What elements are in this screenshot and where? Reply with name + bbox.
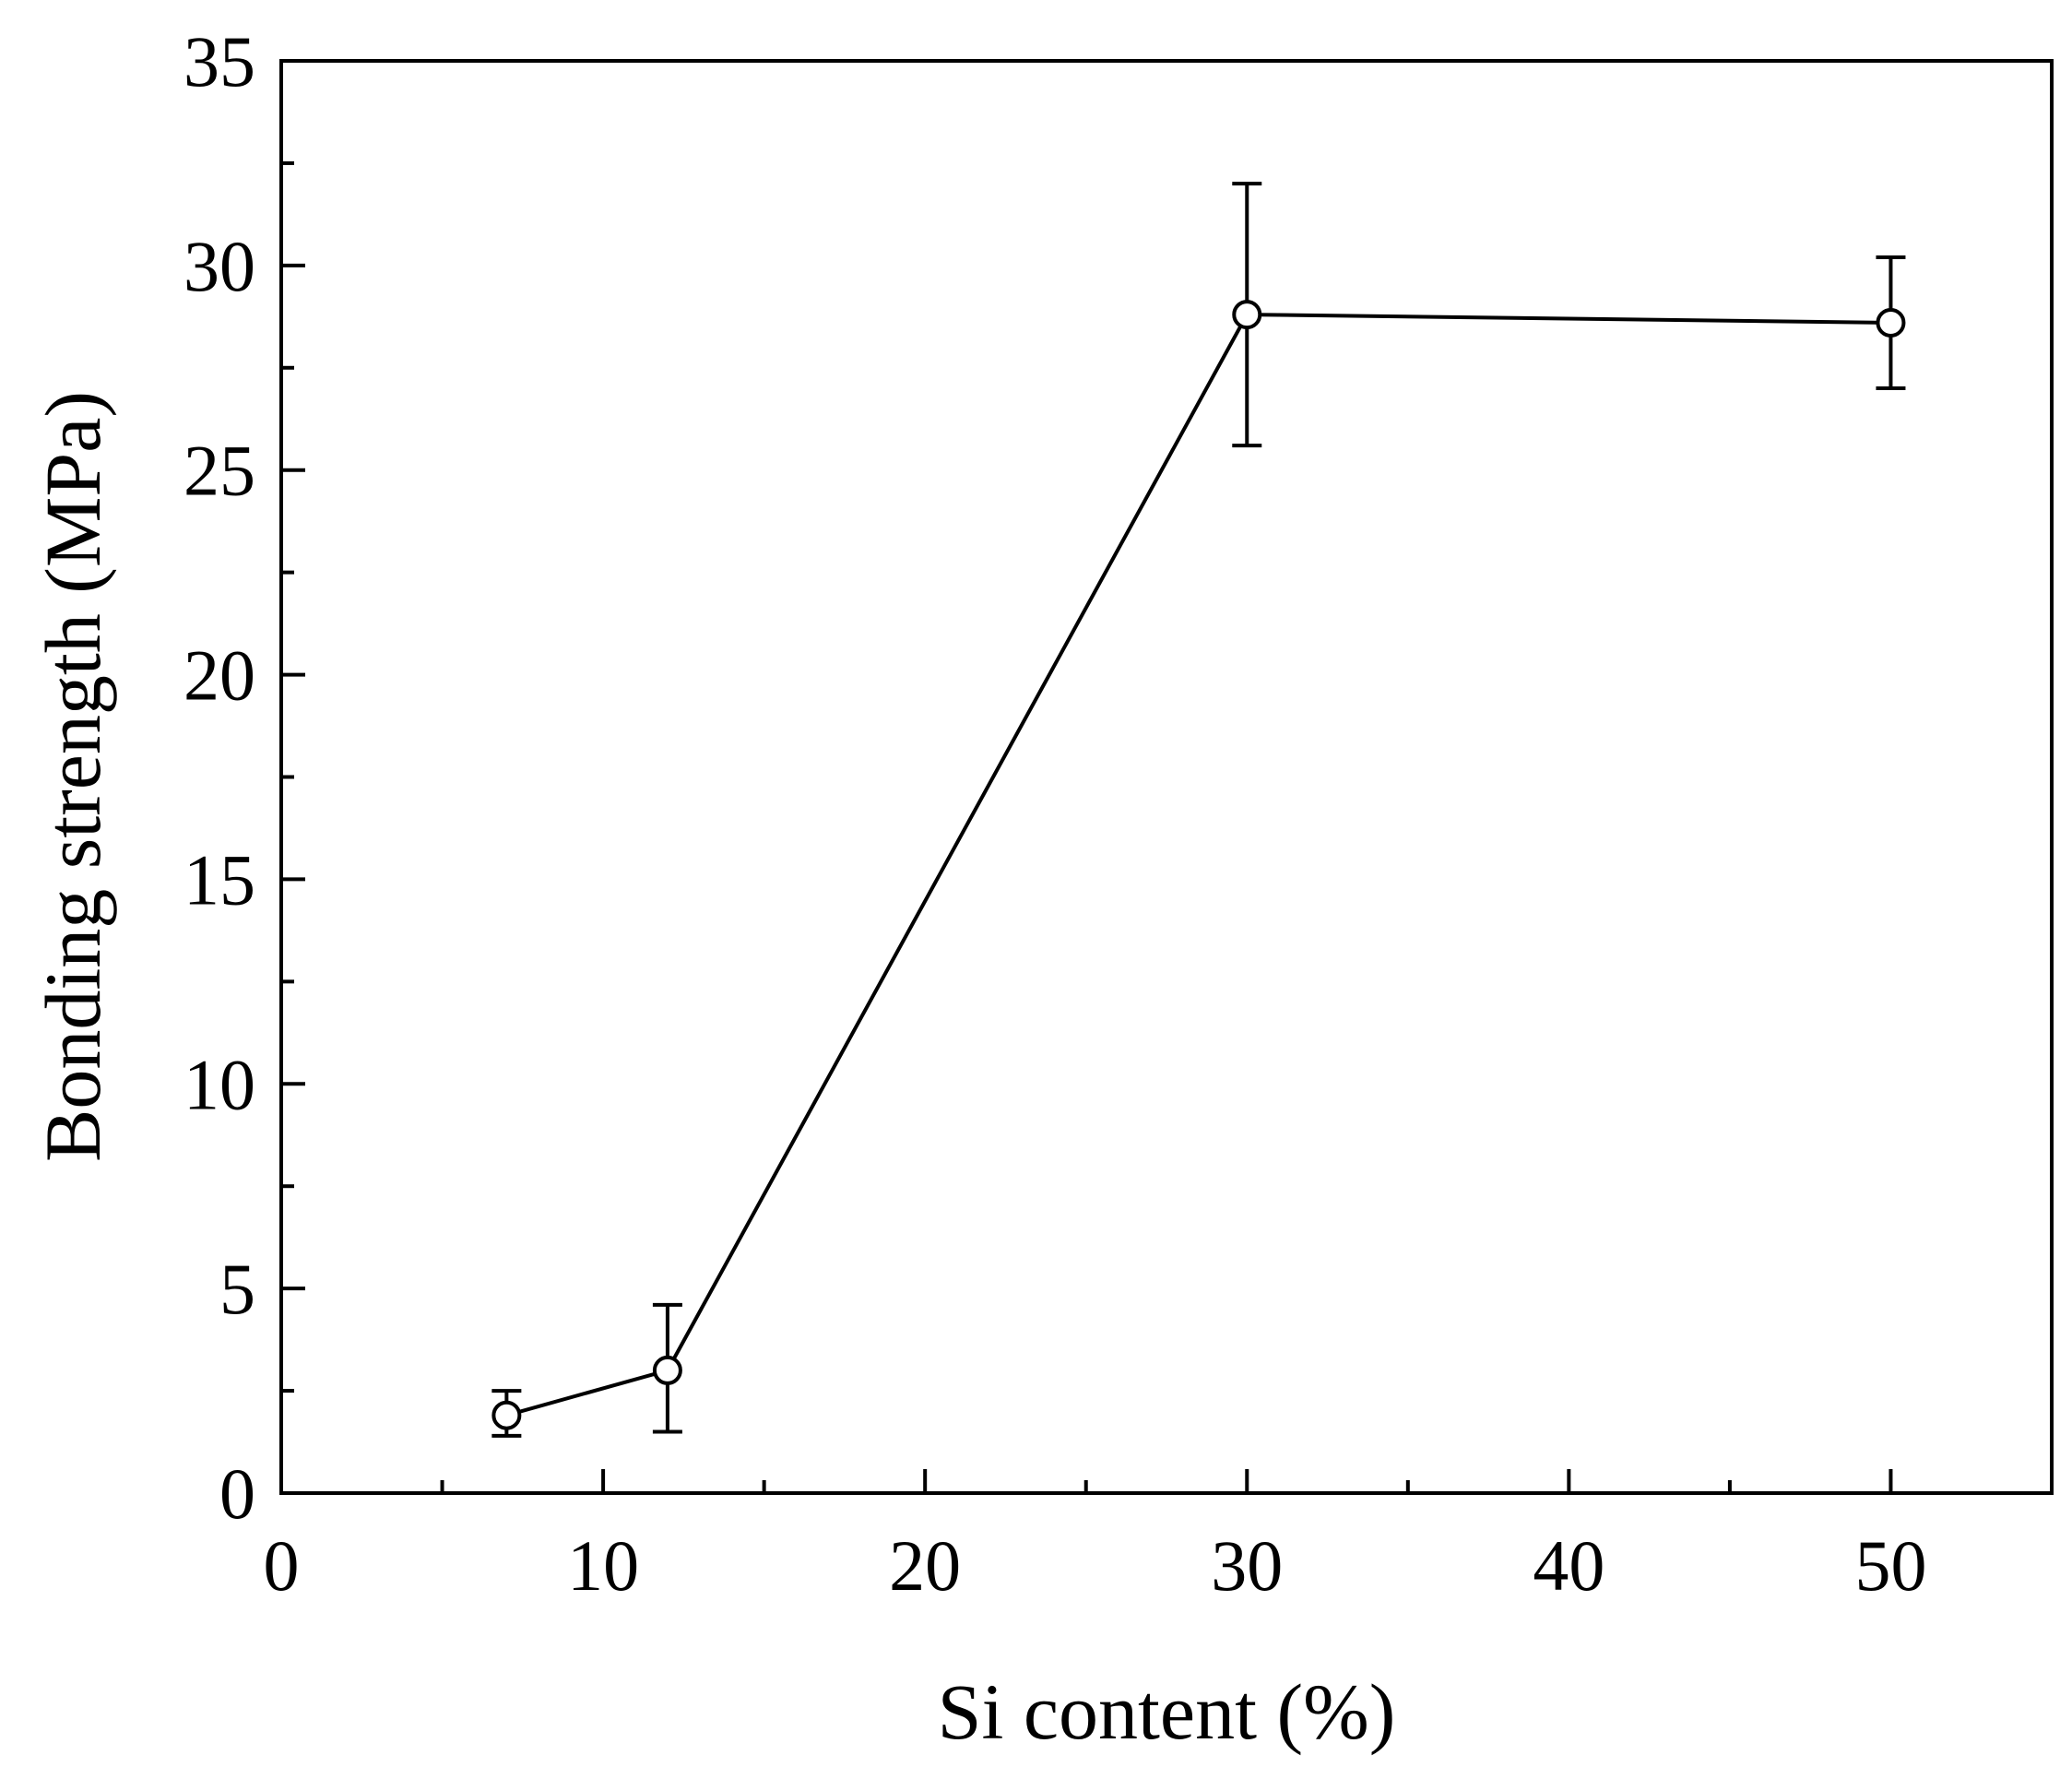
x-tick-label: 50 <box>1854 1525 1926 1606</box>
axis-ticks <box>279 59 1893 1495</box>
data-point <box>1232 300 1262 330</box>
y-tick-label: 35 <box>184 21 255 101</box>
y-tick-label: 15 <box>184 839 255 919</box>
x-tick-label: 40 <box>1533 1525 1604 1606</box>
x-tick-label: 30 <box>1211 1525 1283 1606</box>
data-point <box>652 1355 682 1385</box>
y-tick-label: 25 <box>184 431 255 511</box>
data-markers <box>491 300 1906 1430</box>
y-tick-label: 20 <box>184 635 255 716</box>
tick-labels: 0 10 20 30 40 50 0 5 10 15 20 25 30 35 <box>184 21 1926 1606</box>
y-tick-label: 10 <box>184 1044 255 1124</box>
data-point <box>491 1400 522 1430</box>
series-line <box>505 313 1891 1417</box>
y-axis-title: Bonding strength (MPa) <box>29 391 117 1162</box>
error-bars <box>491 182 1906 1438</box>
plot-frame <box>279 59 2054 1495</box>
x-tick-label: 0 <box>264 1525 300 1606</box>
data-point <box>1876 307 1906 338</box>
x-tick-label: 20 <box>889 1525 961 1606</box>
y-tick-label: 0 <box>219 1453 255 1534</box>
series-lines <box>505 313 1891 1417</box>
x-axis-title: Si content (%) <box>938 1667 1396 1756</box>
y-tick-label: 30 <box>184 226 255 306</box>
y-tick-label: 5 <box>219 1249 255 1329</box>
x-tick-label: 10 <box>567 1525 639 1606</box>
